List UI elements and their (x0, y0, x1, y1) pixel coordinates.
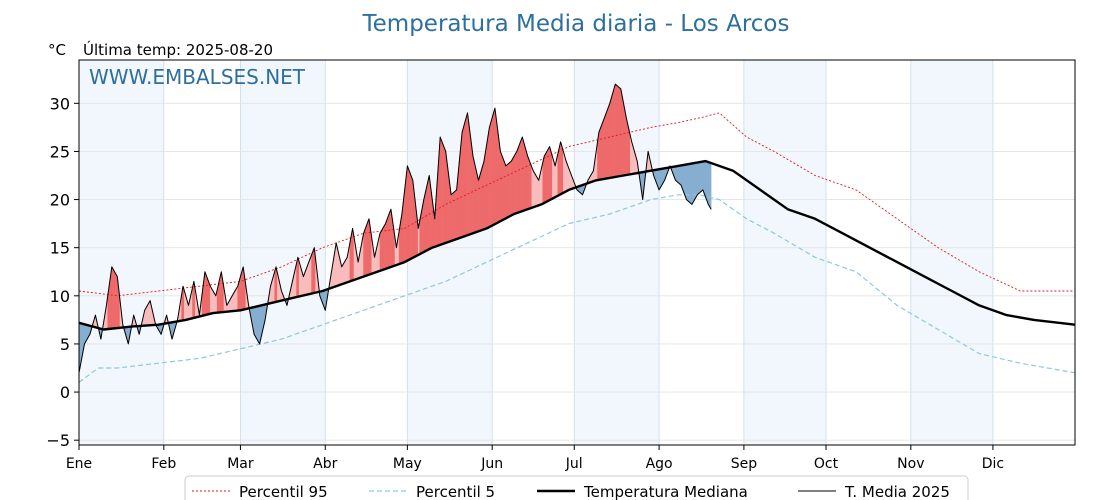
x-tick-label: Nov (897, 456, 924, 472)
x-tick-label: Ago (646, 456, 673, 472)
x-tick-label: Ene (66, 456, 92, 472)
y-tick-label: 5 (60, 335, 70, 354)
y-axis: −5 0 5 10 15 20 25 30 (46, 94, 79, 450)
legend: Percentil 95 Percentil 5 Temperatura Med… (184, 475, 969, 500)
x-tick-label: Oct (814, 456, 839, 472)
media-2025-line (78, 83, 712, 373)
legend-mediana-label: Temperatura Mediana (583, 483, 748, 500)
month-bands (79, 60, 993, 445)
month-band (910, 60, 993, 445)
x-tick-label: Abr (313, 456, 337, 472)
median-line (78, 159, 1076, 331)
x-tick-label: Sep (731, 456, 758, 472)
y-tick-label: 25 (50, 142, 70, 161)
p95-line (78, 112, 1075, 297)
chart-title: Temperatura Media diaria - Los Arcos (362, 11, 790, 37)
x-axis: Ene Feb Mar Abr May Jun Jul Ago Sep Oct Nov Dic (66, 445, 1004, 472)
x-tick-label: Dic (982, 456, 1004, 472)
y-tick-label: 0 (60, 383, 70, 402)
legend-p5-label: Percentil 5 (416, 483, 495, 500)
month-band (743, 60, 826, 445)
y-tick-label: 30 (50, 94, 70, 113)
y-tick-label: −5 (46, 431, 70, 450)
legend-p95-label: Percentil 95 (239, 483, 328, 500)
legend-media2025-label: T. Media 2025 (844, 483, 950, 500)
month-band (240, 60, 326, 445)
plot-frame (78, 59, 1076, 446)
plot-area (78, 59, 1076, 446)
x-tick-label: Jun (480, 456, 503, 472)
month-band (79, 60, 164, 445)
y-tick-label: 15 (50, 239, 70, 258)
watermark: WWW.EMBALSES.NET (89, 65, 306, 89)
x-tick-label: Jul (565, 456, 583, 472)
anomaly-fill (709, 162, 712, 211)
x-tick-label: May (393, 456, 422, 472)
p5-line (78, 194, 1076, 383)
unit-label: °C (48, 41, 66, 59)
series-lines (78, 83, 1076, 383)
y-tick-label: 20 (50, 191, 70, 210)
last-temp-label: Última temp: 2025-08-20 (83, 40, 273, 59)
y-tick-label: 10 (50, 287, 70, 306)
x-tick-label: Feb (151, 456, 176, 472)
x-tick-label: Mar (227, 456, 254, 472)
legend-box (184, 475, 969, 500)
